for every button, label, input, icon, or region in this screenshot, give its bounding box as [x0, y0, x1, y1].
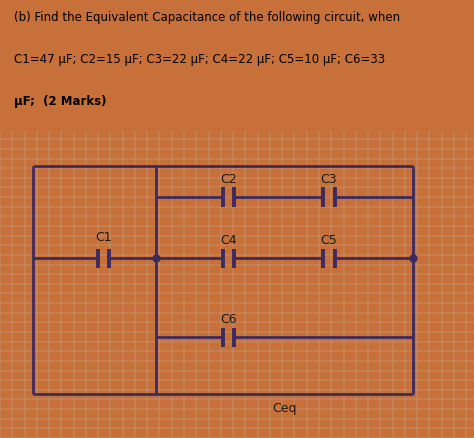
Text: μF;  (2 Marks): μF; (2 Marks) [14, 95, 107, 108]
Text: C6: C6 [220, 313, 237, 326]
Text: C2: C2 [220, 173, 237, 186]
Text: C1=47 μF; C2=15 μF; C3=22 μF; C4=22 μF; C5=10 μF; C6=33: C1=47 μF; C2=15 μF; C3=22 μF; C4=22 μF; … [14, 53, 385, 66]
Text: C3: C3 [321, 173, 337, 186]
Text: C4: C4 [220, 234, 237, 247]
Text: (b) Find the Equivalent Capacitance of the following circuit, when: (b) Find the Equivalent Capacitance of t… [14, 11, 401, 24]
Text: C1: C1 [95, 231, 111, 244]
Text: C5: C5 [320, 234, 337, 247]
Text: Ceq: Ceq [272, 402, 297, 415]
